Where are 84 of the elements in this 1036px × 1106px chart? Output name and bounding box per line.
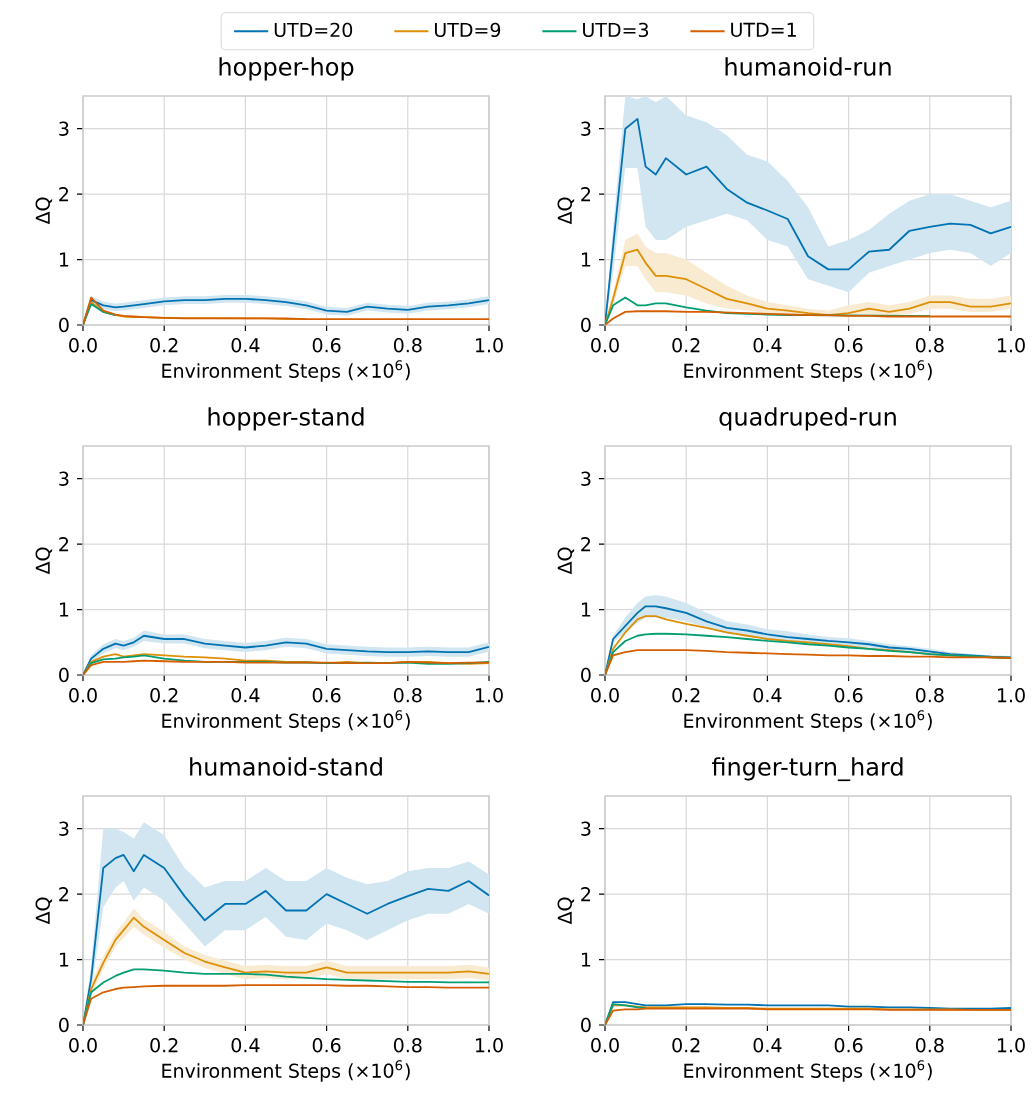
y-axis-title: ΔQ [35, 547, 53, 575]
x-tick-label: 0.4 [753, 338, 782, 353]
x-tick-label: 0.0 [591, 688, 619, 703]
chart-title: finger-turn_hard [711, 757, 903, 782]
y-tick-label: 1 [59, 952, 69, 967]
y-tick-label: 1 [581, 602, 591, 617]
y-tick-label: 3 [581, 821, 591, 836]
y-tick-label: 0 [581, 667, 591, 683]
x-tick-label: 0.6 [834, 688, 863, 703]
y-tick-label: 3 [581, 471, 591, 486]
line-series [83, 303, 117, 325]
x-tick-label: 0.2 [672, 1038, 700, 1053]
x-axis-title: Environment Steps (×10$^{6}$) [684, 360, 932, 382]
x-tick-label: 1.0 [476, 688, 503, 703]
y-axis-title: ΔQ [557, 197, 575, 225]
x-tick-label: 0.2 [150, 1038, 178, 1053]
x-tick-label: 0.4 [753, 1038, 782, 1053]
x-axis-title: Environment Steps (×10$^{6}$) [162, 360, 410, 382]
x-axis-title: Environment Steps (×10$^{6}$) [684, 710, 932, 732]
line-series [605, 1003, 647, 1025]
y-tick-label: 0 [581, 1017, 591, 1033]
y-axis-title: ΔQ [35, 197, 53, 225]
legend-label: UTD=3 [583, 22, 649, 38]
legend-label: UTD=1 [731, 22, 796, 37]
x-tick-label: 0.8 [915, 338, 944, 353]
x-tick-label: 0.0 [69, 1038, 97, 1053]
x-axis-title: Environment Steps (×10$^{6}$) [162, 710, 410, 732]
y-tick-label: 3 [59, 121, 69, 136]
y-tick-label: 2 [59, 887, 69, 902]
x-tick-label: 0.8 [915, 1038, 944, 1053]
x-tick-label: 0.6 [834, 338, 863, 353]
x-tick-label: 0.4 [753, 688, 782, 703]
x-tick-label: 0.8 [393, 688, 422, 703]
y-tick-label: 0 [59, 1017, 69, 1033]
x-tick-label: 0.0 [591, 1038, 619, 1053]
x-tick-label: 0.0 [69, 338, 97, 353]
x-tick-label: 0.4 [231, 1038, 260, 1053]
y-tick-label: 1 [59, 252, 69, 267]
x-axis-title: Environment Steps (×10$^{6}$) [684, 1060, 932, 1082]
x-tick-label: 0.2 [672, 688, 700, 703]
x-tick-label: 1.0 [476, 338, 503, 353]
x-tick-label: 0.6 [312, 338, 341, 353]
y-axis-title: ΔQ [557, 897, 575, 925]
y-tick-label: 1 [59, 602, 69, 617]
x-tick-label: 0.2 [150, 338, 178, 353]
y-tick-label: 0 [581, 317, 591, 333]
x-tick-label: 1.0 [998, 688, 1025, 703]
y-tick-label: 0 [59, 667, 69, 683]
x-tick-label: 1.0 [998, 1038, 1025, 1053]
x-tick-label: 0.6 [312, 688, 341, 703]
y-tick-label: 2 [59, 187, 69, 202]
chart-title: humanoid-run [725, 57, 891, 76]
chart-title: humanoid-stand [190, 757, 382, 776]
y-axis-title: ΔQ [557, 547, 575, 575]
y-tick-label: 0 [59, 317, 69, 333]
x-tick-label: 0.6 [312, 1038, 341, 1053]
x-tick-label: 0.8 [393, 338, 422, 353]
x-tick-label: 0.6 [834, 1038, 863, 1053]
x-tick-label: 0.0 [591, 338, 619, 353]
x-tick-label: 0.8 [915, 688, 944, 703]
x-tick-label: 0.0 [69, 688, 97, 703]
chart-title: quadruped-run [719, 407, 896, 431]
x-tick-label: 0.4 [231, 688, 260, 703]
x-tick-label: 0.2 [150, 688, 178, 703]
y-tick-label: 1 [581, 952, 591, 967]
y-tick-label: 2 [59, 537, 69, 552]
legend-label: UTD=9 [434, 22, 501, 38]
y-tick-label: 2 [581, 887, 591, 902]
y-tick-label: 1 [581, 252, 591, 267]
x-tick-label: 0.4 [231, 338, 260, 353]
x-axis-title: Environment Steps (×10$^{6}$) [162, 1060, 410, 1082]
y-tick-label: 3 [581, 121, 591, 136]
x-tick-label: 1.0 [998, 338, 1025, 353]
chart-title: hopper-hop [219, 57, 354, 81]
y-axis-title: ΔQ [35, 897, 53, 925]
chart-title: hopper-stand [208, 407, 364, 431]
y-tick-label: 3 [59, 471, 69, 486]
legend-label: UTD=20 [274, 22, 353, 38]
x-tick-label: 0.2 [672, 338, 700, 353]
x-tick-label: 1.0 [476, 1038, 503, 1053]
x-tick-label: 0.8 [393, 1038, 422, 1053]
y-tick-label: 2 [581, 187, 591, 202]
y-tick-label: 3 [59, 821, 69, 836]
y-tick-label: 2 [581, 537, 591, 552]
